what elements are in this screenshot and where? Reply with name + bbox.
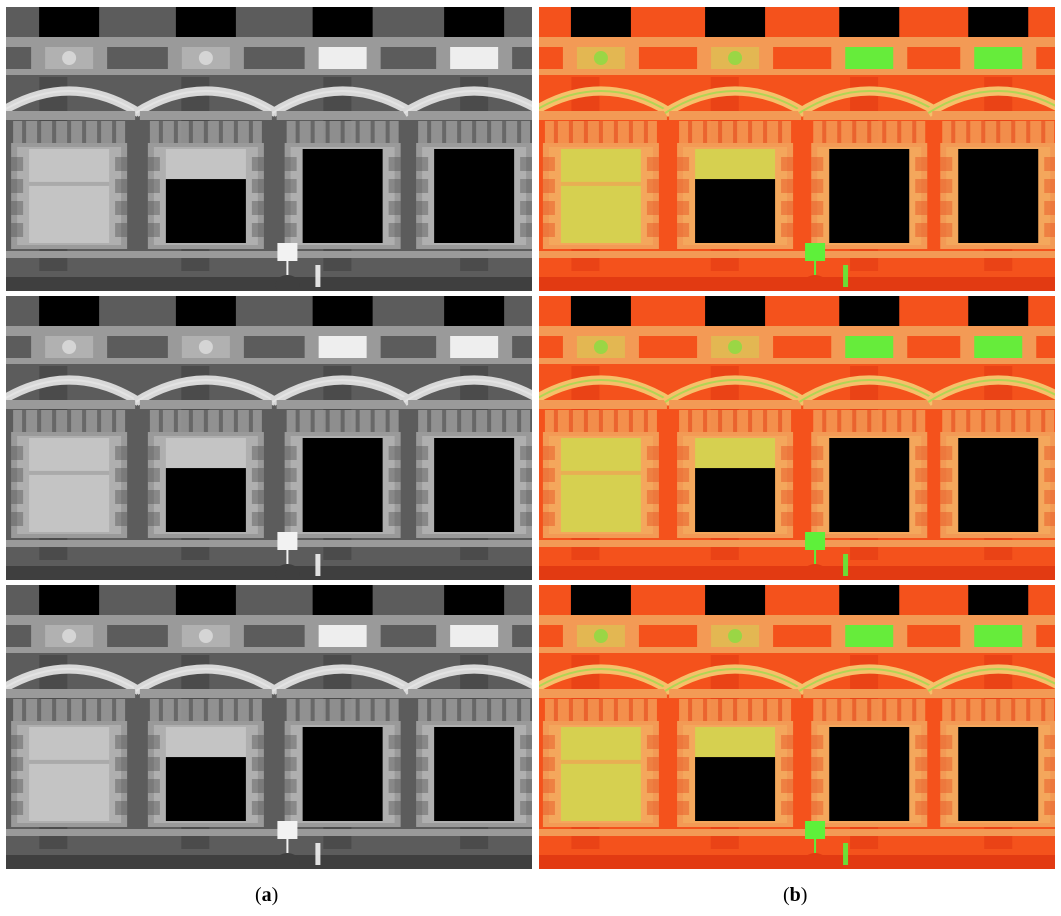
grayscale-panel-2 — [6, 296, 532, 580]
grayscale-panel-1 — [6, 7, 532, 291]
grayscale-panel-3 — [6, 585, 532, 869]
caption-a: (a) — [255, 884, 279, 906]
false-color-panel-2 — [539, 296, 1055, 580]
caption-b: (b) — [783, 884, 808, 906]
false-color-panel-1 — [539, 7, 1055, 291]
false-color-panel-3 — [539, 585, 1055, 869]
